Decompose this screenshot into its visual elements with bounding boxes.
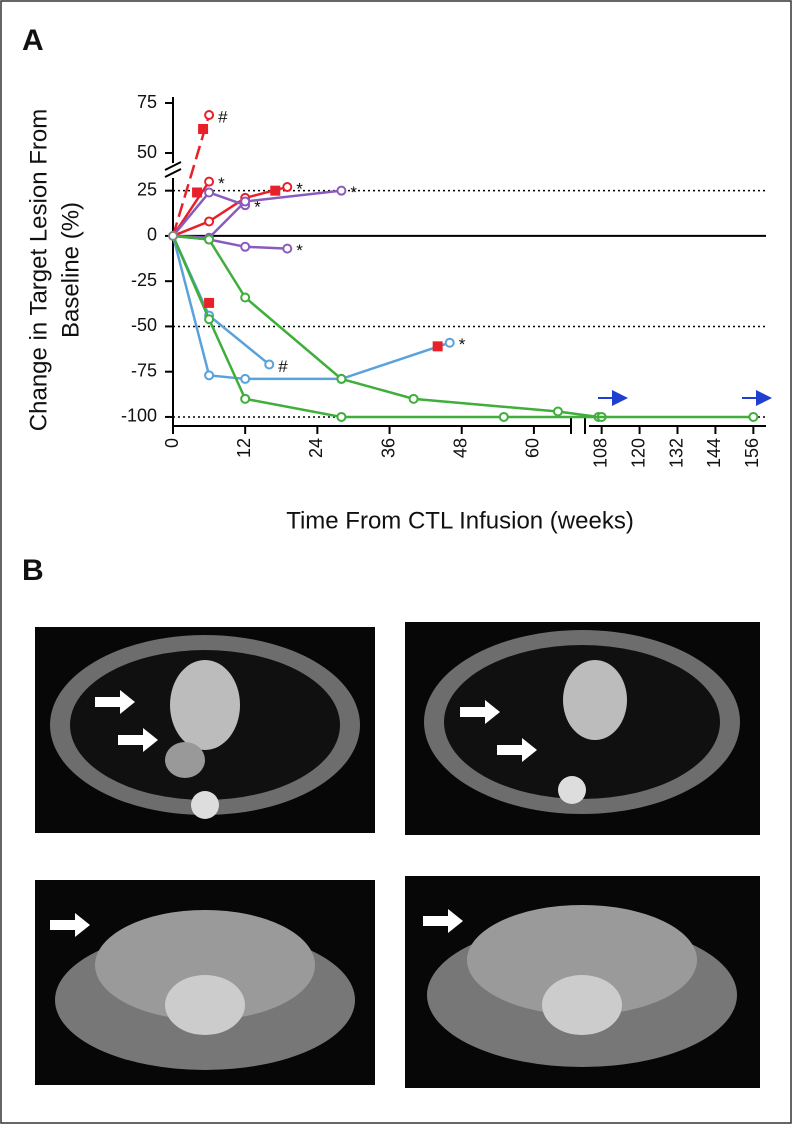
data-point [204, 110, 215, 120]
ct-images [35, 622, 760, 1088]
annotation: * [296, 180, 303, 199]
series-line [171, 114, 211, 237]
data-point [240, 241, 251, 252]
ct-image [35, 880, 375, 1085]
data-point [264, 359, 275, 370]
x-tick-label: 0 [162, 438, 182, 448]
data-point [204, 216, 215, 227]
series-line [172, 185, 288, 238]
y-tick-label: 25 [137, 179, 157, 199]
data-point [240, 393, 251, 404]
data-point [408, 393, 419, 404]
y-tick-label: 75 [137, 92, 157, 112]
panel-label: A [22, 24, 44, 57]
ongoing-arrow [598, 390, 628, 406]
data-point [204, 314, 215, 325]
chart: 75 50 25 0 -25 -50 -75 -100 0 12 24 36 48 60 108 120 132… [25, 92, 772, 534]
x-tick-label: 48 [450, 438, 470, 458]
annotation: * [459, 335, 466, 354]
data-point [498, 411, 509, 422]
square-marker [192, 187, 203, 198]
axis-break [164, 161, 586, 434]
data-point [204, 187, 215, 198]
data-point [748, 411, 759, 422]
ct-image [405, 622, 760, 835]
data-point [336, 185, 347, 196]
y-tick-label: -75 [131, 360, 157, 380]
x-axis-title: Time From CTL Infusion (weeks) [286, 507, 634, 534]
x-tick-label: 60 [523, 438, 543, 458]
data-point [204, 176, 215, 187]
data-point [240, 373, 251, 384]
x-tick-label: 132 [666, 438, 686, 468]
x-tick-label: 156 [742, 438, 762, 468]
x-tick-label: 24 [306, 438, 326, 458]
ct-image [35, 627, 375, 833]
square-marker [204, 297, 215, 308]
y-tick-label: 0 [147, 225, 157, 245]
x-tick-label: 12 [234, 438, 254, 458]
x-tick-label: 108 [590, 438, 610, 468]
annotation: * [296, 241, 303, 260]
annotation: # [278, 357, 288, 376]
data-point [444, 337, 455, 348]
square-marker [432, 341, 443, 352]
y-tick-label: -25 [131, 270, 157, 290]
data-point [240, 292, 251, 303]
annotation: * [218, 174, 225, 193]
square-marker [198, 124, 209, 134]
ongoing-arrow [742, 390, 772, 406]
annotation: # [218, 107, 228, 126]
origin-point [168, 230, 178, 241]
y-tick-label: 50 [137, 142, 157, 162]
data-point [282, 243, 293, 254]
annotation: * [350, 183, 357, 202]
data-point [552, 406, 563, 417]
ct-image [405, 876, 760, 1088]
x-tick-label: 120 [628, 438, 648, 468]
y-tick-label: -50 [131, 315, 157, 335]
annotation: * [254, 198, 261, 217]
data-point [336, 411, 347, 422]
data-point [240, 196, 251, 207]
data-point [204, 370, 215, 381]
data-point [336, 373, 347, 384]
series-line [171, 235, 754, 419]
y-axis-title: Change in Target Lesion From [25, 109, 52, 431]
x-tick-label: 144 [704, 438, 724, 468]
square-marker [270, 185, 281, 196]
panel-label: B [22, 554, 44, 587]
data-point [204, 234, 215, 245]
x-tick-label: 36 [378, 438, 398, 458]
data-point [282, 182, 293, 193]
y-axis-title: Baseline (%) [57, 202, 84, 338]
y-tick-label: -100 [121, 406, 157, 426]
